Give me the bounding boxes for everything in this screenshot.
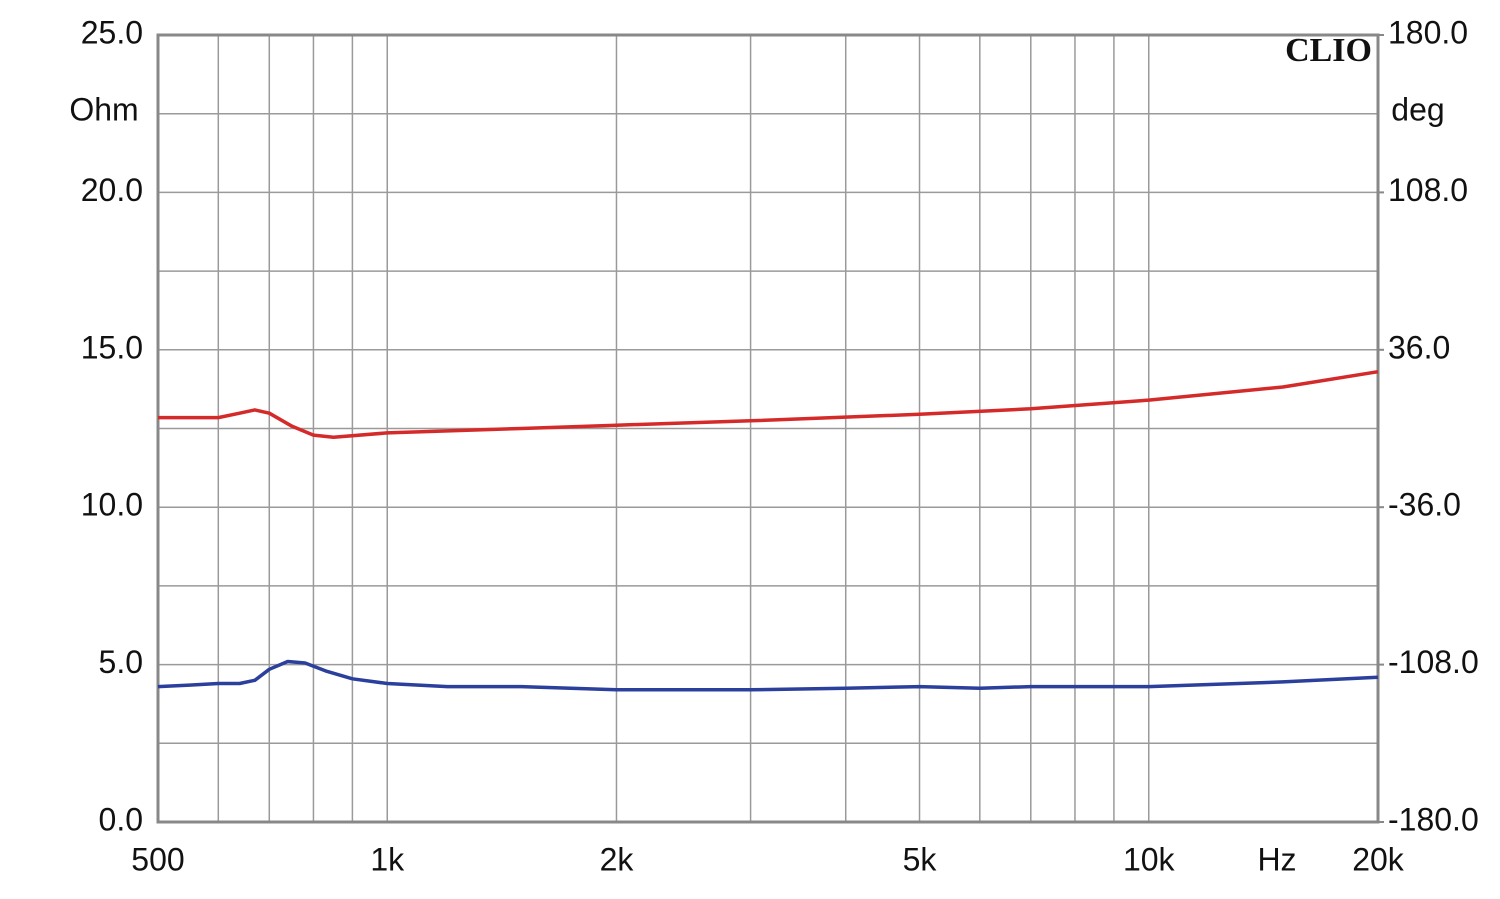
x-tick-label: 10k [1123, 841, 1176, 877]
y-tick-label: 15.0 [81, 329, 143, 365]
y2-axis-label: deg [1391, 91, 1444, 127]
y-axis-label: Ohm [69, 91, 138, 127]
x-tick-label: 5k [903, 841, 938, 877]
y-tick-label: 20.0 [81, 172, 143, 208]
plot-frame [156, 33, 1380, 824]
watermark: CLIO [1285, 32, 1372, 69]
y2-tick-label: 108.0 [1388, 172, 1468, 208]
x-axis-label: Hz [1257, 841, 1296, 877]
y2-tick-label: 36.0 [1388, 329, 1450, 365]
series-line [157, 659, 1379, 692]
x-tick-label: 2k [600, 841, 635, 877]
y-tick-label: 10.0 [81, 487, 143, 523]
y2-tick-label: -108.0 [1388, 644, 1479, 680]
x-tick-label: 1k [370, 841, 405, 877]
x-tick-label: 500 [131, 841, 184, 877]
y2-tick-label: -180.0 [1388, 801, 1479, 837]
y-tick-label: 5.0 [99, 644, 143, 680]
y-tick-label: 0.0 [99, 801, 143, 837]
y2-tick-label: -36.0 [1388, 487, 1461, 523]
x-tick-label: 20k [1352, 841, 1405, 877]
series-line [158, 369, 1379, 439]
y-tick-label: 25.0 [81, 14, 143, 50]
y2-tick-label: 180.0 [1388, 14, 1468, 50]
